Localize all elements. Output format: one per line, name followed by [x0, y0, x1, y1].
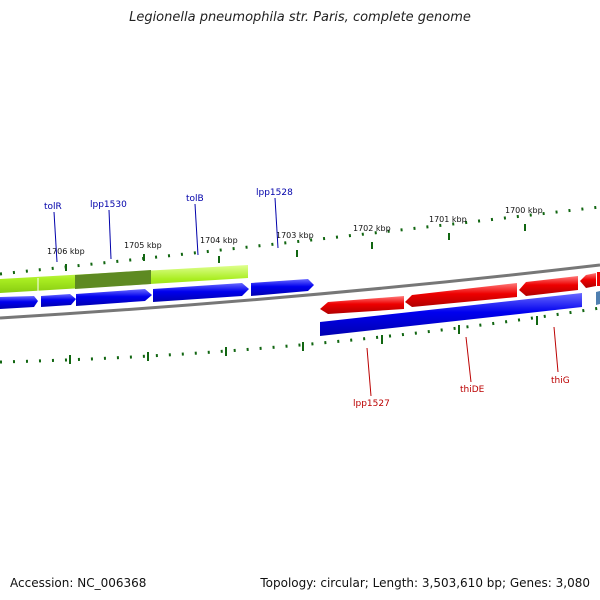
reverse-gene [580, 273, 596, 288]
gene-leader-lines [53, 197, 559, 397]
kbp-label: 1704 kbp [200, 236, 238, 245]
kbp-scale-labels: 1706 kbp 1705 kbp 1704 kbp 1703 kbp 1702… [47, 206, 543, 256]
gene-label: lpp1527 [353, 399, 390, 409]
genome-backbone [0, 263, 600, 320]
reverse-gene [320, 296, 404, 314]
forward-gene [41, 294, 76, 307]
leader-line [366, 347, 372, 397]
inner-tick-row [0, 306, 600, 364]
leader-line [194, 203, 199, 256]
highlight-band-dark [75, 270, 151, 289]
forward-gene [153, 283, 249, 302]
gene-fragment [596, 291, 600, 305]
kbp-label: 1700 kbp [505, 206, 543, 215]
forward-gene [0, 296, 38, 309]
leader-line [53, 211, 58, 263]
leader-line [108, 209, 112, 260]
forward-gene-track [0, 279, 314, 309]
inner-tick-ring [0, 306, 600, 364]
gene-label: lpp1530 [90, 200, 127, 210]
topology-text: Topology: circular; Length: 3,503,610 bp… [260, 576, 590, 590]
forward-gene [251, 279, 314, 296]
gene-label: thiG [551, 376, 570, 386]
highlight-region [0, 265, 248, 293]
kbp-label: 1705 kbp [124, 241, 162, 250]
reverse-gene-track [320, 272, 600, 314]
reverse-gene [519, 276, 578, 296]
gene-label: tolR [44, 202, 62, 212]
gene-label: thiDE [460, 385, 485, 395]
leader-line [274, 197, 279, 249]
forward-gene [76, 289, 152, 306]
gene-label: tolB [186, 194, 204, 204]
gene-label: lpp1528 [256, 188, 293, 198]
outer-tick-ring [0, 205, 600, 276]
forward-gene [320, 293, 582, 336]
leader-line [553, 326, 559, 373]
kbp-label: 1702 kbp [353, 224, 391, 233]
kbp-label: 1703 kbp [276, 231, 314, 240]
accession-text: Accession: NC_006368 [10, 576, 147, 590]
gene-labels: tolR lpp1530 tolB lpp1528 lpp1527 thiDE … [44, 188, 570, 409]
leader-line [465, 336, 472, 383]
forward-gene-track-2 [320, 293, 582, 336]
map-title: Legionella pneumophila str. Paris, compl… [129, 10, 471, 25]
kbp-label: 1706 kbp [47, 247, 85, 256]
reverse-gene [405, 283, 517, 307]
gene-fragment [597, 272, 600, 286]
outer-tick-row [0, 205, 600, 276]
kbp-label: 1701 kbp [429, 215, 467, 224]
